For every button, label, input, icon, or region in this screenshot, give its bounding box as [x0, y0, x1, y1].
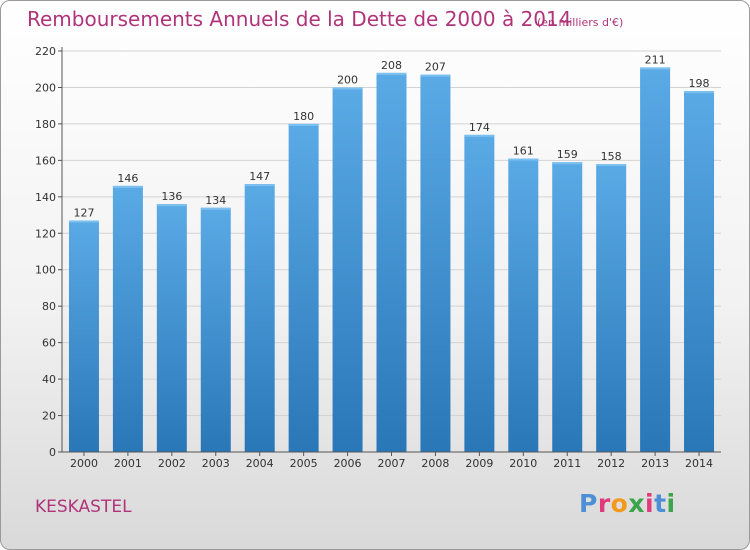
bar-highlight	[552, 162, 583, 165]
value-label: 161	[513, 145, 534, 158]
labels: 0 20 40 60 80 100 120 140 160 180 200 220 127 2000 146…	[35, 45, 713, 470]
bar-highlight	[420, 74, 451, 77]
x-tick-label: 2004	[246, 457, 274, 470]
logo-letter: t	[654, 489, 667, 518]
value-label: 174	[469, 121, 490, 134]
y-tick-label: 140	[35, 191, 56, 204]
y-tick-label: 40	[42, 373, 56, 386]
logo-letter: o	[610, 489, 629, 518]
bar-2005	[288, 123, 319, 452]
commune-name: KESKASTEL	[35, 497, 132, 517]
bar-highlight	[288, 123, 319, 126]
logo-letter: r	[597, 489, 611, 518]
bar-2013	[640, 67, 671, 453]
bar-2008	[420, 74, 451, 452]
logo-letter: x	[628, 489, 645, 518]
value-label: 159	[557, 148, 578, 161]
value-label: 127	[73, 207, 94, 220]
x-tick-label: 2011	[553, 457, 581, 470]
x-tick-label: 2012	[597, 457, 625, 470]
proxiti-logo: Proxiti	[579, 489, 676, 518]
bar-highlight	[244, 184, 275, 187]
value-label: 207	[425, 61, 446, 74]
logo-letter: i	[666, 489, 676, 518]
bar-2014	[684, 91, 715, 452]
bar-2002	[156, 204, 187, 452]
bar-highlight	[464, 134, 495, 137]
bar-highlight	[68, 220, 99, 223]
value-label: 198	[689, 77, 710, 90]
x-tick-label: 2010	[509, 457, 537, 470]
value-label: 136	[161, 190, 182, 203]
x-tick-label: 2009	[465, 457, 493, 470]
bar-2011	[552, 162, 583, 452]
y-tick-label: 60	[42, 337, 56, 350]
bar-2007	[376, 72, 407, 452]
x-tick-label: 2007	[378, 457, 406, 470]
logo-letter: i	[645, 489, 655, 518]
bar-highlight	[112, 185, 143, 188]
y-tick-label: 160	[35, 154, 56, 167]
bar-highlight	[156, 204, 187, 207]
bar-2000	[68, 220, 99, 452]
x-tick-label: 2003	[202, 457, 230, 470]
bar-2004	[244, 184, 275, 453]
bar-2006	[332, 87, 363, 453]
bar-highlight	[640, 67, 671, 70]
logo-letter: P	[579, 489, 598, 518]
y-tick-label: 180	[35, 118, 56, 131]
value-label: 147	[249, 170, 270, 183]
chart-unit: (en milliers d'€)	[537, 16, 624, 29]
y-tick-label: 20	[42, 410, 56, 423]
value-label: 134	[205, 194, 226, 207]
y-tick-label: 200	[35, 81, 56, 94]
x-tick-label: 2001	[114, 457, 142, 470]
bar-highlight	[200, 207, 231, 210]
y-tick-label: 100	[35, 264, 56, 277]
chart-title: Remboursements Annuels de la Dette de 20…	[27, 7, 572, 31]
bar-2010	[508, 158, 539, 453]
bar-2003	[200, 207, 231, 452]
bar-highlight	[508, 158, 539, 161]
bar-highlight	[596, 164, 627, 167]
x-tick-label: 2014	[685, 457, 713, 470]
x-tick-label: 2002	[158, 457, 186, 470]
value-label: 200	[337, 73, 358, 86]
x-tick-label: 2013	[641, 457, 669, 470]
x-tick-label: 2008	[421, 457, 449, 470]
bar-highlight	[376, 72, 407, 75]
y-tick-label: 220	[35, 45, 56, 58]
bar-2012	[596, 164, 627, 452]
axes	[58, 47, 721, 456]
x-tick-label: 2006	[334, 457, 362, 470]
value-label: 211	[645, 53, 666, 66]
y-tick-label: 0	[49, 446, 56, 459]
value-label: 208	[381, 59, 402, 72]
value-label: 146	[117, 172, 138, 185]
bar-highlight	[684, 91, 715, 94]
x-tick-label: 2000	[70, 457, 98, 470]
bar-2009	[464, 134, 495, 452]
bars	[68, 67, 715, 453]
bar-2001	[112, 185, 143, 452]
y-tick-label: 80	[42, 300, 56, 313]
bar-highlight	[332, 87, 363, 90]
value-label: 158	[601, 150, 622, 163]
y-tick-label: 120	[35, 227, 56, 240]
value-label: 180	[293, 110, 314, 123]
x-tick-label: 2005	[290, 457, 318, 470]
